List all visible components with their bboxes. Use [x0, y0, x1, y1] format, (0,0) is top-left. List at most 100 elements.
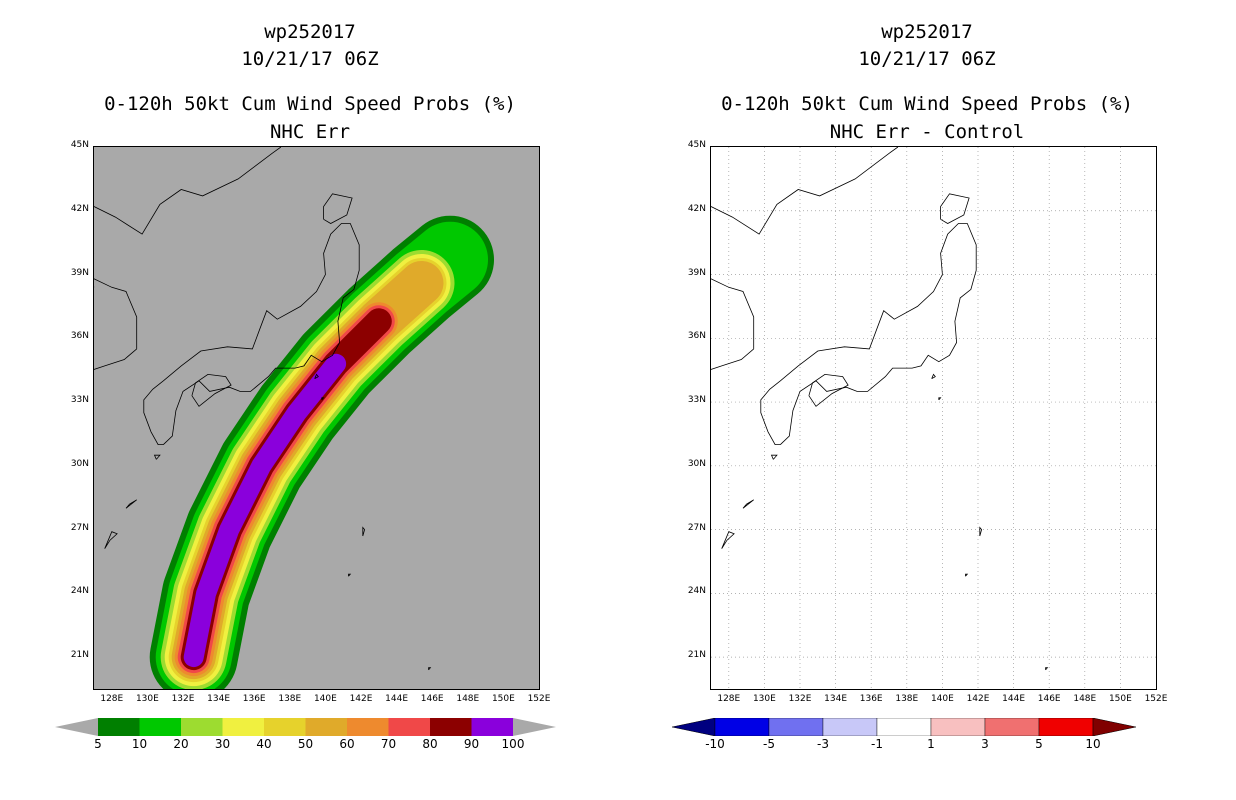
prob-band-90	[183, 353, 347, 668]
left-coastline-segment	[428, 667, 432, 671]
left-lat-tick-label: 30N	[70, 458, 89, 469]
colorbar-swatch	[984, 718, 1040, 736]
left-lat-tick-label: 33N	[70, 395, 89, 406]
right-coastline-segment	[931, 373, 936, 380]
colorbar-label: 10	[131, 737, 148, 751]
left-lon-tick-label: 150E	[491, 694, 515, 704]
left-coastline-segment	[362, 526, 366, 537]
left-lat-tick-label: 21N	[70, 650, 89, 661]
right-title-date: 10/21/17 06Z	[858, 48, 996, 70]
colorbar-swatch	[222, 718, 264, 736]
colorbar-label: 100	[501, 737, 525, 751]
left-coastline-segment	[321, 397, 325, 401]
colorbar-swatch	[876, 718, 932, 736]
colorbar-swatch	[139, 718, 181, 736]
right-lat-tick-label: 33N	[687, 395, 706, 406]
right-coastline-segment	[1045, 667, 1049, 671]
left-lon-tick-label: 138E	[278, 694, 302, 704]
left-lon-tick-label: 132E	[171, 694, 195, 704]
colorbar-swatch	[347, 718, 389, 736]
right-coastline-segment	[760, 223, 977, 445]
left-coastline-segment	[94, 147, 282, 235]
right-lat-tick-label: 36N	[687, 331, 706, 342]
colorbar-swatch	[714, 718, 770, 736]
right-coastline-segment	[940, 193, 970, 224]
colorbar-label: 40	[256, 737, 272, 751]
left-lon-tick-label: 136E	[242, 694, 266, 704]
right-title-model: NHC Err - Control	[829, 121, 1025, 143]
left-coastline-segment	[314, 373, 319, 380]
right-map	[711, 147, 1156, 689]
colorbar-start-triangle	[672, 718, 716, 736]
right-lon-tick-label: 128E	[717, 694, 741, 704]
left-lat-tick-label: 36N	[70, 331, 89, 342]
left-lat-tick-label: 39N	[70, 267, 89, 278]
right-lat-tick-label: 42N	[687, 203, 706, 214]
left-lon-tick-label: 140E	[313, 694, 337, 704]
right-coastline-segment	[770, 454, 778, 460]
right-lon-tick-label: 140E	[930, 694, 954, 704]
left-coastline-segment	[94, 278, 138, 370]
right-lon-tick-label: 130E	[752, 694, 776, 704]
right-lat-tick-label: 24N	[687, 586, 706, 597]
colorbar-label: 90	[463, 737, 480, 751]
left-coastline-segment	[143, 223, 360, 445]
right-lon-tick-label: 142E	[966, 694, 990, 704]
right-lon-tick-label: 152E	[1144, 694, 1168, 704]
left-lon-tick-label: 148E	[456, 694, 480, 704]
colorbar-swatch	[822, 718, 878, 736]
right-lon-tick-label: 144E	[1002, 694, 1026, 704]
colorbar-label: 10	[1085, 737, 1101, 751]
colorbar-label: 30	[214, 737, 231, 751]
right-coastline-segment	[965, 573, 969, 577]
right-coastline-segment	[938, 397, 942, 401]
colorbar-swatch	[388, 718, 430, 736]
coastline	[711, 147, 1049, 671]
right-coastline-segment	[979, 526, 983, 537]
right-lon-tick-label: 132E	[788, 694, 812, 704]
colorbar-label: -1	[871, 737, 883, 751]
right-coastline-segment	[711, 147, 899, 235]
left-lon-tick-label: 152E	[527, 694, 551, 704]
left-coastline-segment	[191, 373, 232, 407]
right-coastline-segment	[711, 278, 755, 370]
colorbar-label: 5	[94, 737, 102, 751]
right-lon-tick-label: 146E	[1037, 694, 1061, 704]
colorbar-label: -5	[763, 737, 775, 751]
colorbar-swatch	[181, 718, 223, 736]
colorbar-label: 80	[422, 737, 438, 751]
right-coastline-segment	[808, 373, 849, 407]
right-lon-tick-label: 150E	[1108, 694, 1132, 704]
right-lon-tick-label: 148E	[1073, 694, 1097, 704]
right-coastline-segment	[742, 499, 754, 509]
right-colorbar	[672, 718, 1137, 736]
colorbar-swatch	[768, 718, 824, 736]
left-map-panel	[93, 146, 540, 690]
colorbar-swatch	[264, 718, 306, 736]
right-map-panel	[710, 146, 1157, 690]
left-lon-tick-label: 142E	[349, 694, 373, 704]
colorbar-end-triangle	[1092, 718, 1137, 736]
right-lat-tick-label: 45N	[687, 140, 706, 150]
colorbar-label: 1	[927, 737, 935, 751]
left-title-model: NHC Err	[269, 121, 351, 143]
right-lon-tick-label: 136E	[859, 694, 883, 704]
left-coastline-segment	[323, 193, 353, 224]
right-lat-tick-label: 39N	[687, 267, 706, 278]
colorbar-swatch	[930, 718, 986, 736]
right-lat-tick-label: 30N	[687, 458, 706, 469]
left-lat-tick-label: 24N	[70, 586, 89, 597]
left-title-storm: wp252017	[264, 21, 356, 43]
colorbar-swatch	[430, 718, 472, 736]
right-title-product: 0-120h 50kt Cum Wind Speed Probs (%)	[721, 93, 1133, 115]
right-lat-tick-label: 21N	[687, 650, 706, 661]
left-map	[94, 147, 539, 689]
left-coastline-segment	[125, 499, 137, 509]
right-lat-tick-label: 27N	[687, 522, 706, 533]
colorbar-label: 60	[339, 737, 355, 751]
left-lat-tick-label: 45N	[70, 140, 89, 150]
colorbar-label: 50	[297, 737, 314, 751]
right-lon-tick-label: 138E	[895, 694, 919, 704]
colorbar-label: 70	[380, 737, 397, 751]
colorbar-label: -10	[705, 737, 725, 751]
